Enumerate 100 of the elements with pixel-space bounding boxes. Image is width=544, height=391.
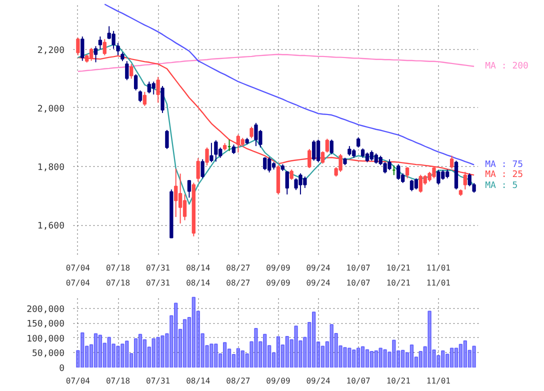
x-tick-label: 11/01 xyxy=(426,278,451,288)
bar xyxy=(320,346,325,368)
candlestick xyxy=(160,86,164,114)
x-tick-label: 07/04 xyxy=(66,278,90,288)
bar xyxy=(312,312,316,368)
candlestick xyxy=(308,148,312,169)
x-tick-label: 11/01 xyxy=(426,264,451,272)
bar xyxy=(450,348,454,368)
candlestick xyxy=(112,30,116,50)
candlestick xyxy=(263,156,267,171)
bar xyxy=(370,351,374,368)
candlestick xyxy=(320,150,325,164)
bar xyxy=(222,342,227,368)
candlestick xyxy=(267,156,272,173)
candlestick xyxy=(325,138,330,154)
y-tick-label: 0 xyxy=(59,364,65,374)
bar xyxy=(276,336,280,368)
candlestick xyxy=(285,170,289,195)
x-tick-label: 09/09 xyxy=(266,264,290,272)
candlestick xyxy=(138,90,142,103)
candlestick xyxy=(290,169,294,180)
x-tick-label: 09/24 xyxy=(306,264,331,272)
y-tick-label: 1,600 xyxy=(37,222,64,232)
candlestick xyxy=(76,37,80,56)
x-tick-label: 07/31 xyxy=(146,278,170,288)
x-tick-label: 09/24 xyxy=(306,278,331,288)
candlestick xyxy=(102,38,106,56)
candlestick xyxy=(360,148,365,158)
category-label: 07/31 xyxy=(146,376,170,386)
candlestick xyxy=(130,64,134,80)
x-tick-label: 07/18 xyxy=(106,264,130,272)
series-label: MA : 75 xyxy=(485,160,524,170)
category-label: 07/04 xyxy=(66,376,90,386)
bar xyxy=(94,333,98,368)
x-tick-label: 08/14 xyxy=(186,278,210,288)
candlestick xyxy=(365,152,370,163)
candlestick xyxy=(405,166,410,179)
bar xyxy=(454,348,458,368)
category-label: 10/07 xyxy=(346,376,370,386)
bar xyxy=(138,334,142,368)
category-label: 08/27 xyxy=(226,376,250,386)
bar xyxy=(98,334,102,368)
series-label: MA : 5 xyxy=(485,181,518,192)
x-tick-label: 10/21 xyxy=(386,278,411,288)
candlestick xyxy=(98,36,102,50)
bar xyxy=(236,348,240,368)
x-tick-label: 08/27 xyxy=(226,264,250,272)
candlestick xyxy=(80,36,84,62)
x-tick-label: 08/14 xyxy=(186,264,210,272)
candlestick xyxy=(414,178,418,190)
series-label: MA : 25 xyxy=(485,170,524,180)
x-tick-label: 10/07 xyxy=(346,264,371,272)
candlestick xyxy=(450,155,454,170)
bar xyxy=(360,346,365,368)
bar xyxy=(472,346,476,368)
category-label: 11/01 xyxy=(426,376,450,386)
y-tick-label: 2,000 xyxy=(37,104,64,114)
candlestick xyxy=(200,158,204,179)
bar xyxy=(365,349,370,368)
candlestick xyxy=(116,42,120,56)
x-tick-label: 10/07 xyxy=(346,278,371,288)
bar xyxy=(182,319,187,368)
candlestick xyxy=(134,74,138,91)
x-tick-label: 07/31 xyxy=(146,264,170,272)
x-tick-label: 08/27 xyxy=(226,278,250,288)
y-tick-label: 150,000 xyxy=(26,320,65,330)
candlestick xyxy=(165,129,169,150)
candlestick xyxy=(174,168,178,218)
y-tick-label: 50,000 xyxy=(32,349,65,360)
candlestick xyxy=(436,170,440,186)
candlestick xyxy=(196,158,200,182)
candlestick xyxy=(232,144,236,154)
candlestick xyxy=(125,60,129,81)
category-label: 09/24 xyxy=(306,376,330,386)
series-label: MA : 200 xyxy=(485,61,528,72)
bar xyxy=(458,344,463,368)
candlestick xyxy=(370,150,374,162)
candlestick xyxy=(94,46,98,63)
candlestick xyxy=(214,140,218,162)
category-label: 07/18 xyxy=(106,376,130,386)
candlestick xyxy=(210,142,214,163)
y-tick-label: 2,200 xyxy=(37,46,64,56)
candlestick xyxy=(182,194,187,221)
candlestick xyxy=(236,134,240,154)
category-label: 09/09 xyxy=(266,376,290,386)
candlestick xyxy=(156,76,160,104)
bar xyxy=(134,338,138,368)
x-tick-label: 07/04 xyxy=(66,264,90,272)
candlestick xyxy=(178,173,182,224)
bar xyxy=(410,344,414,368)
y-tick-label: 100,000 xyxy=(26,334,65,344)
category-label: 10/21 xyxy=(386,376,410,386)
candlestick xyxy=(142,91,147,106)
candlestick xyxy=(187,180,192,198)
candlestick xyxy=(152,81,156,96)
line-series xyxy=(104,4,475,166)
x-tick-label: 07/18 xyxy=(106,278,130,288)
x-tick-label: 10/21 xyxy=(386,264,411,272)
y-tick-label: 1,800 xyxy=(37,163,64,174)
candlestick xyxy=(396,164,400,180)
